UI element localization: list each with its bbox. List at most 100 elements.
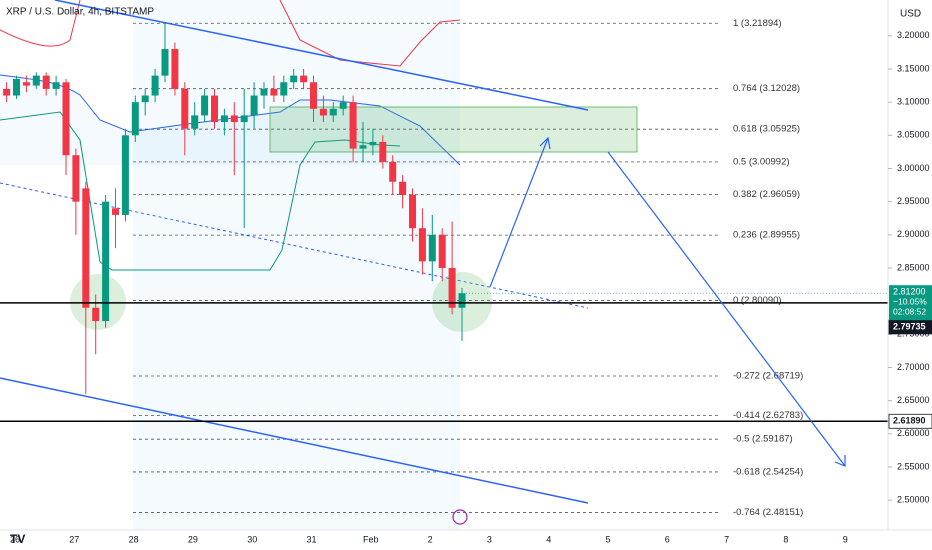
- candle-body: [92, 307, 100, 322]
- candle-body: [82, 188, 90, 308]
- candle-body: [191, 115, 199, 129]
- arrow-down: [607, 151, 846, 467]
- candle-body: [448, 267, 456, 308]
- fib-label: -0.618 (2.54254): [733, 466, 803, 477]
- horizontal-lines: [0, 302, 888, 423]
- logo: TV: [10, 532, 25, 546]
- candle-body: [339, 102, 347, 109]
- event-icon[interactable]: [452, 509, 468, 525]
- candle-body: [409, 195, 416, 229]
- upper-band: [279, 0, 461, 67]
- y-tick-label: 2.55000: [897, 461, 930, 471]
- y-tick-label: 2.95000: [897, 196, 930, 206]
- x-tick-label: 29: [188, 534, 198, 544]
- y-tick-label: 3.05000: [897, 130, 930, 140]
- candle-body: [359, 145, 367, 149]
- candle-body: [240, 115, 248, 123]
- candle-body: [102, 201, 110, 322]
- fib-label: 0.382 (2.96059): [733, 189, 800, 200]
- candle-body: [399, 181, 407, 196]
- channel-mid: [0, 182, 589, 309]
- fib-label: -0.272 (2.68719): [733, 370, 803, 381]
- candle-body: [230, 115, 238, 123]
- candle-body: [131, 102, 139, 136]
- y-tick-label: 3.00000: [897, 163, 930, 173]
- candle-body: [151, 75, 159, 96]
- highlight-circle: [70, 274, 126, 330]
- change-label: −10.05%: [893, 296, 927, 306]
- candle-body: [171, 49, 179, 89]
- candle-body: [300, 75, 308, 83]
- candle-body: [369, 141, 377, 146]
- countdown-label: 02:08:52: [893, 306, 926, 316]
- band-fill: [0, 75, 460, 165]
- last-price-tag: [889, 285, 932, 321]
- candle-body: [260, 88, 268, 96]
- candle-body: [270, 88, 278, 96]
- candle-body: [418, 228, 426, 262]
- x-tick-label: 3: [487, 534, 492, 544]
- y-tick-label: 2.65000: [897, 395, 930, 405]
- last-price-label: 2.81200: [893, 287, 926, 297]
- candle-body: [112, 208, 119, 215]
- supply-zone: [269, 106, 638, 153]
- price-tag-label: 2.61890: [893, 416, 926, 426]
- y-tick-label: 2.85000: [897, 262, 930, 272]
- candles: [3, 22, 466, 395]
- y-tick-label: 2.90000: [897, 229, 930, 239]
- candle-body: [438, 234, 446, 268]
- x-tick-label: 2: [428, 534, 433, 544]
- x-tick-label: 27: [69, 534, 79, 544]
- candle-body: [201, 95, 209, 116]
- x-tick-label: 5: [605, 534, 610, 544]
- x-tick-label: 28: [129, 534, 139, 544]
- fib-label: 0 (2.80090): [733, 295, 782, 306]
- price-axis: [888, 0, 932, 550]
- candle-body: [13, 78, 20, 96]
- candle-body: [3, 88, 11, 96]
- fib-label: -0.764 (2.48151): [733, 507, 803, 518]
- x-tick-label: 7: [724, 534, 729, 544]
- candle-body: [379, 141, 387, 162]
- price-tag-label: 2.79735: [893, 321, 926, 331]
- y-tick-label: 2.50000: [897, 495, 930, 505]
- channel-top: [54, 0, 589, 111]
- candle-body: [319, 108, 327, 116]
- y-tick-label: 3.15000: [897, 63, 930, 73]
- x-tick-label: 8: [783, 534, 788, 544]
- x-tick-label: 4: [546, 534, 551, 544]
- currency-label: USD: [900, 9, 921, 20]
- arrow-up: [489, 136, 551, 288]
- candle-body: [211, 95, 218, 123]
- fib-group: 1 (3.21894) 0.764 (3.12028) 0.618 (3.05925…: [133, 18, 803, 518]
- y-tick-label: 3.10000: [897, 97, 930, 107]
- fib-label: -0.414 (2.62783): [733, 410, 803, 421]
- x-tick-label: 26: [10, 534, 20, 544]
- fib-label: 0.764 (3.12028): [733, 83, 800, 94]
- candle-body: [72, 155, 80, 202]
- candle-body: [458, 293, 466, 308]
- candle-body: [389, 161, 397, 182]
- fib-label: -0.5 (2.59187): [733, 434, 793, 445]
- x-tick-label: 31: [306, 534, 316, 544]
- candle-body: [161, 49, 169, 76]
- candle-body: [290, 75, 298, 83]
- chart-title: XRP / U.S. Dollar, 4h, BITSTAMP: [6, 7, 154, 18]
- candle-body: [141, 95, 149, 103]
- price-tag: [888, 413, 932, 429]
- candle-body: [329, 108, 337, 116]
- fib-label: 0.618 (3.05925): [733, 124, 800, 135]
- y-tick-label: 2.70000: [897, 362, 930, 372]
- candle-body: [121, 135, 129, 215]
- x-tick-label: 30: [247, 534, 257, 544]
- x-tick-label: Feb: [363, 534, 379, 544]
- y-tick-label: 2.60000: [897, 428, 930, 438]
- candle-body: [349, 102, 357, 149]
- candle-body: [250, 95, 258, 116]
- channel-bottom: [0, 377, 589, 504]
- x-tick-label: 6: [665, 534, 670, 544]
- x-tick-label: 9: [843, 534, 848, 544]
- fib-label: 1 (3.21894): [733, 18, 782, 29]
- candle-body: [32, 75, 40, 86]
